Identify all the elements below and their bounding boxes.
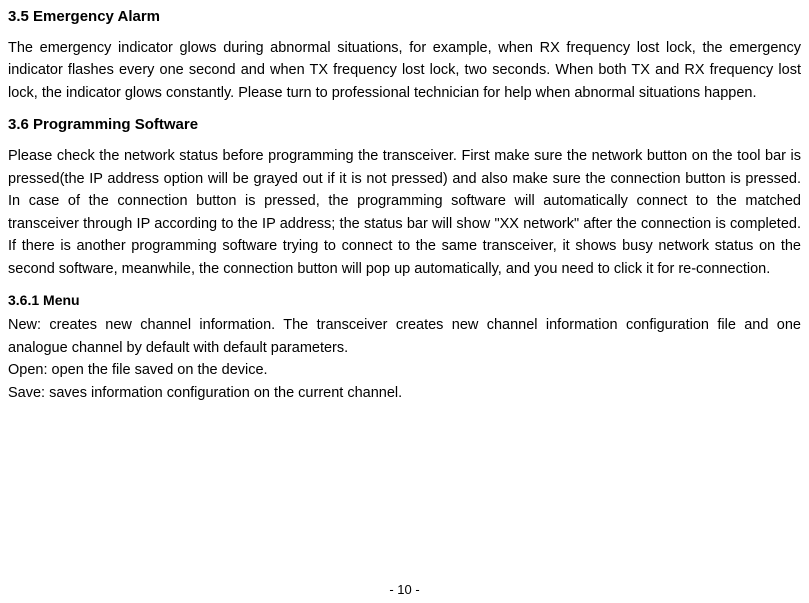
menu-new-description: New: creates new channel information. Th… <box>8 314 801 359</box>
page-number: - 10 - <box>0 582 809 597</box>
section-body-3-6: Please check the network status before p… <box>8 145 801 280</box>
section-body-3-5: The emergency indicator glows during abn… <box>8 37 801 104</box>
section-heading-3-5: 3.5 Emergency Alarm <box>8 8 801 25</box>
menu-save-description: Save: saves information configuration on… <box>8 382 801 404</box>
section-heading-3-6: 3.6 Programming Software <box>8 116 801 133</box>
menu-open-description: Open: open the file saved on the device. <box>8 359 801 381</box>
section-heading-3-6-1: 3.6.1 Menu <box>8 292 801 308</box>
